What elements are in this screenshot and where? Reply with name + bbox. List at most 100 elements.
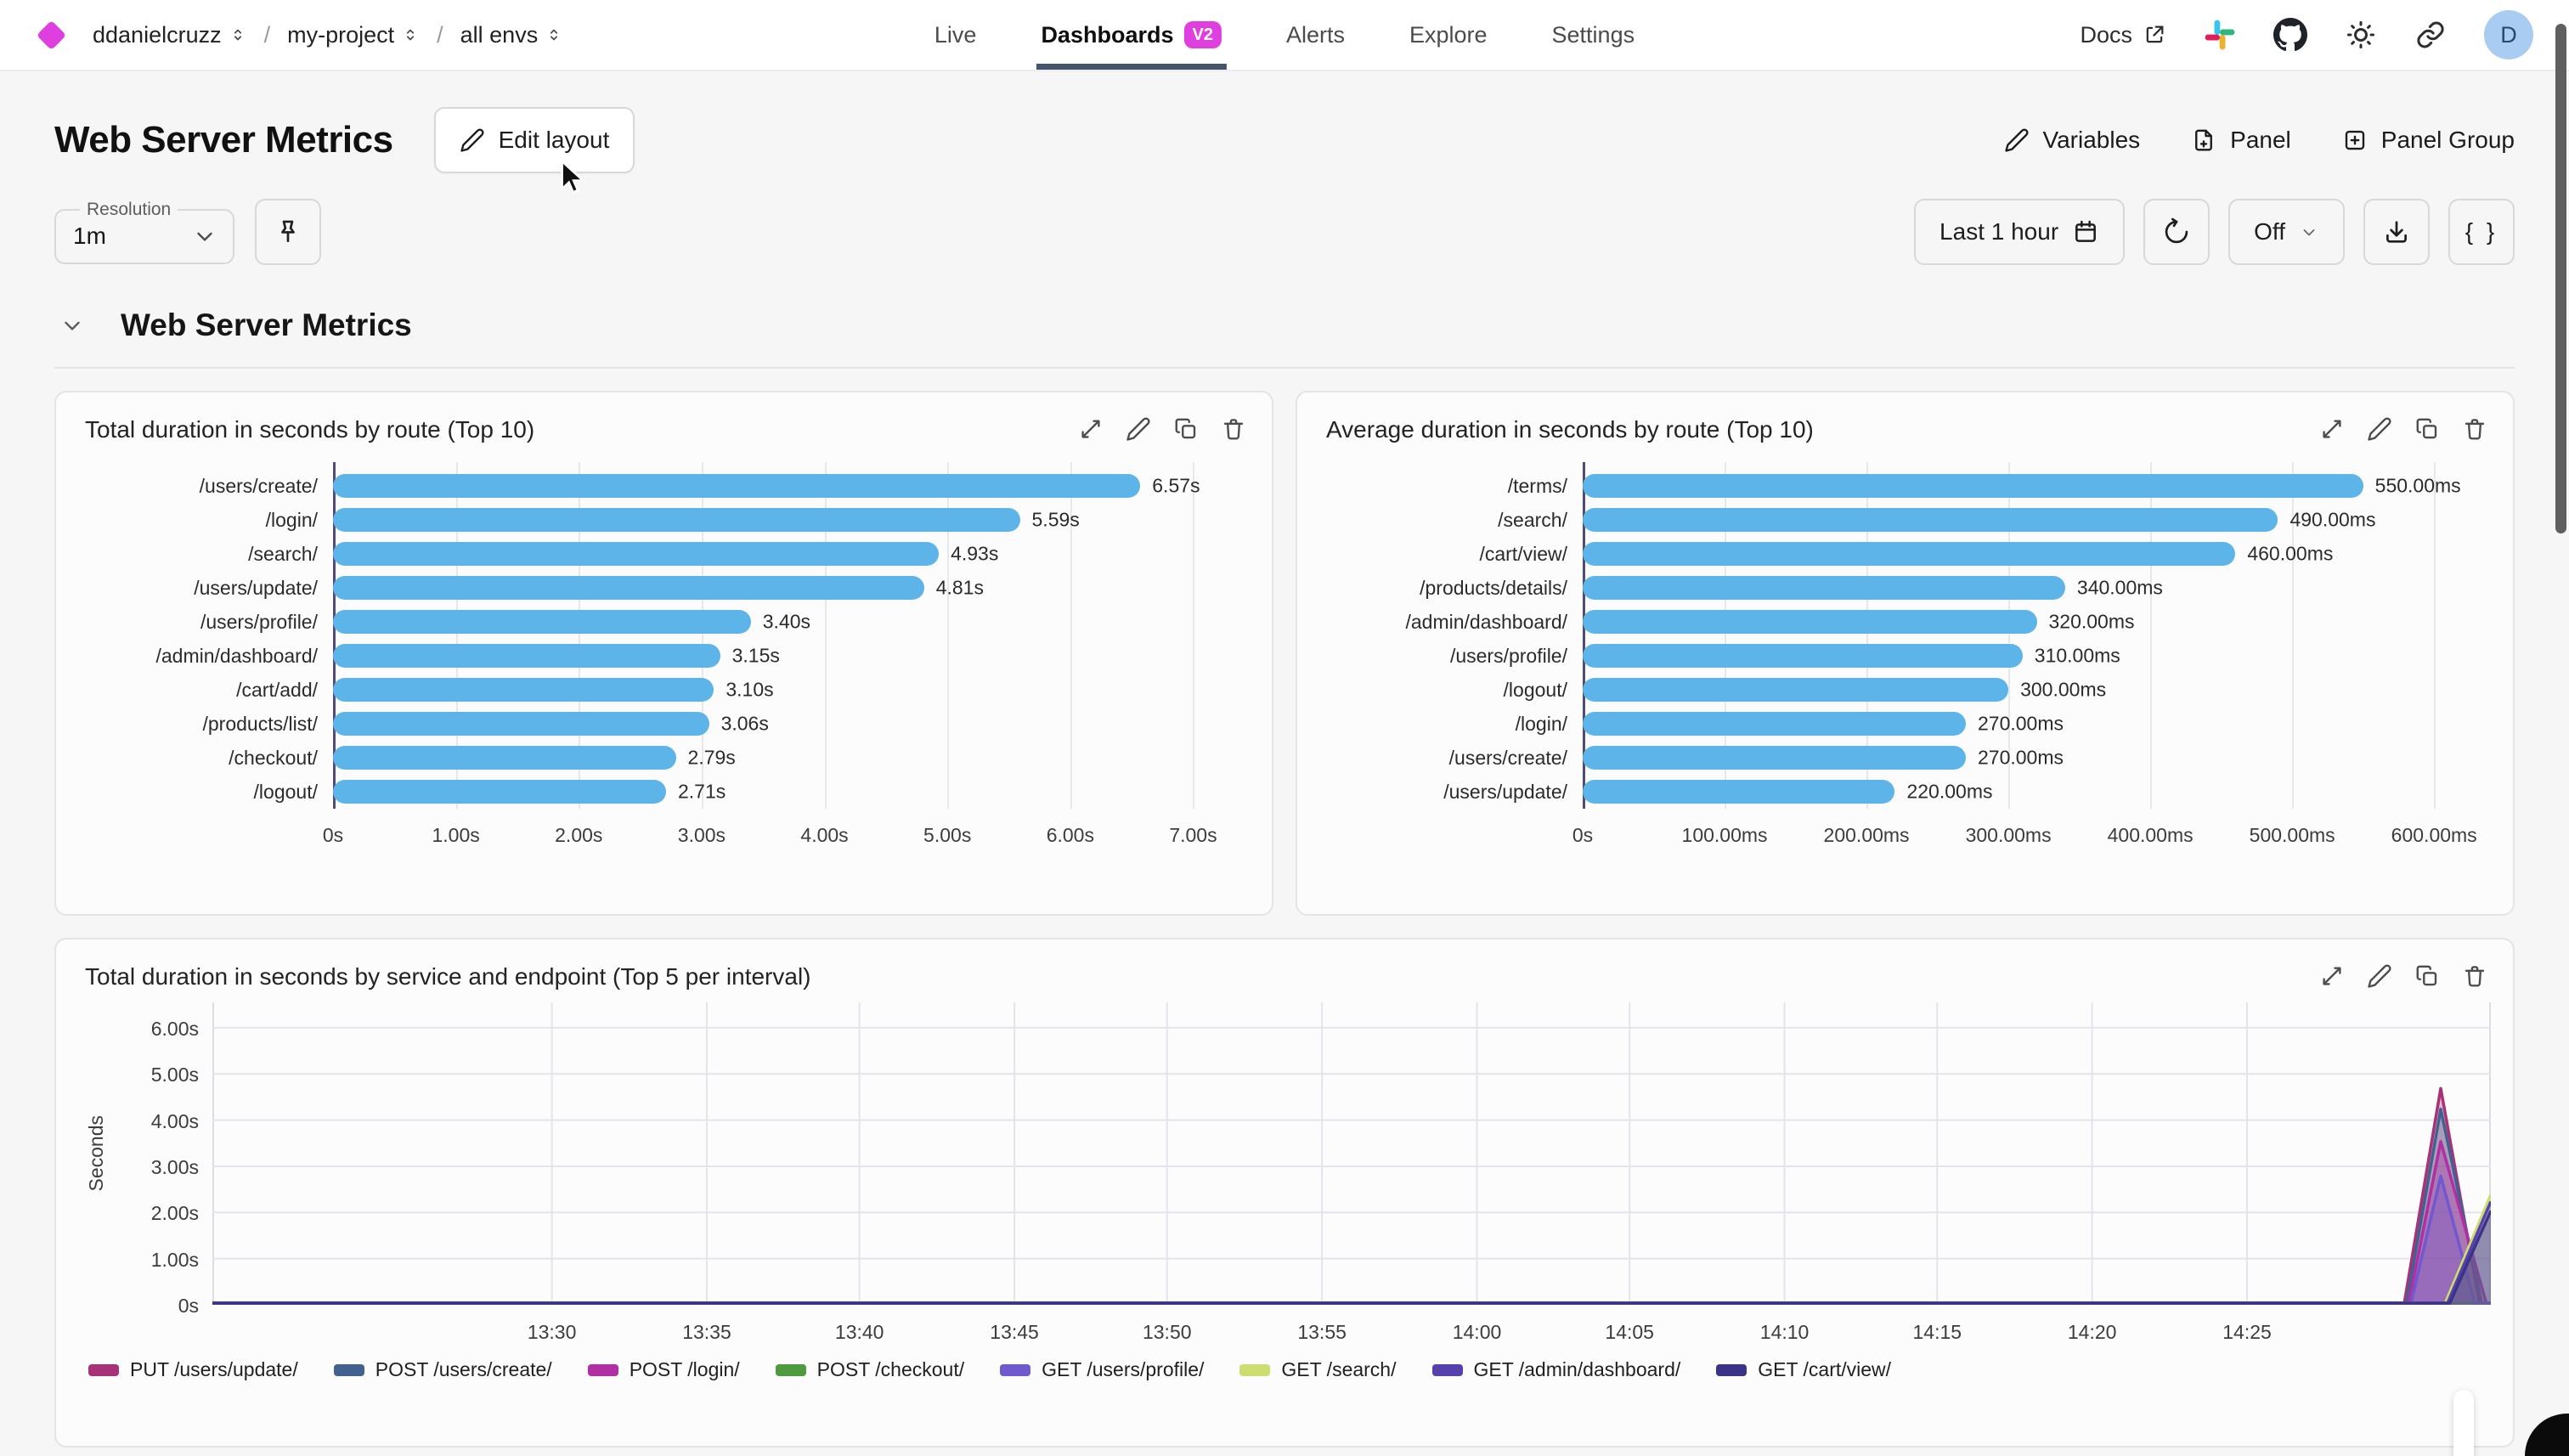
section-title: Web Server Metrics bbox=[121, 308, 412, 342]
breadcrumb-separator: / bbox=[263, 21, 271, 48]
bar-gridlines bbox=[333, 462, 1250, 809]
theme-toggle-icon-button[interactable] bbox=[2345, 19, 2377, 51]
bar-value-label: 3.40s bbox=[762, 610, 811, 633]
x-tick-label: 400.00ms bbox=[2107, 824, 2194, 846]
edit-layout-button[interactable]: Edit layout bbox=[433, 107, 635, 173]
x-tick-label: 14:00 bbox=[1452, 1321, 1502, 1343]
json-view-button[interactable]: { } bbox=[2448, 199, 2515, 265]
delete-icon[interactable] bbox=[2462, 416, 2487, 442]
x-tick-label: 13:40 bbox=[834, 1321, 884, 1343]
bar bbox=[1583, 780, 1895, 804]
github-icon bbox=[2273, 18, 2307, 52]
panel-button[interactable]: Panel bbox=[2191, 127, 2291, 154]
bar-row: 320.00ms bbox=[1583, 605, 2491, 639]
edit-panel-icon[interactable] bbox=[2367, 963, 2392, 989]
panel-header: Total duration in seconds by service and… bbox=[78, 958, 2491, 990]
slack-icon-button[interactable] bbox=[2204, 19, 2236, 51]
file-plus-icon bbox=[2191, 127, 2216, 153]
y-tick-label: 6.00s bbox=[150, 1017, 199, 1040]
tab-dashboards[interactable]: Dashboards V2 bbox=[1036, 0, 1227, 70]
panel-total-duration-by-route: Total duration in seconds by route (Top … bbox=[54, 391, 1273, 916]
bar bbox=[333, 474, 1141, 498]
legend-item-post-login[interactable]: POST /login/ bbox=[587, 1358, 740, 1381]
tab-label: Explore bbox=[1409, 21, 1488, 48]
bar-chart-average-duration: /terms/550.00ms/search/490.00ms/cart/vie… bbox=[1319, 462, 2491, 855]
x-tick-label: 13:55 bbox=[1297, 1321, 1347, 1343]
expand-icon[interactable] bbox=[2319, 416, 2345, 442]
resolution-select[interactable]: Resolution 1m bbox=[54, 200, 234, 264]
duplicate-icon[interactable] bbox=[2414, 416, 2440, 442]
duplicate-icon[interactable] bbox=[2414, 963, 2440, 989]
chevron-down-icon bbox=[192, 223, 217, 249]
delete-icon[interactable] bbox=[2462, 963, 2487, 989]
edit-panel-icon[interactable] bbox=[1126, 416, 1151, 442]
bar-row: 300.00ms bbox=[1583, 673, 2491, 707]
x-tick-label: 300.00ms bbox=[1965, 824, 2052, 846]
refresh-button[interactable] bbox=[2143, 199, 2210, 265]
tab-alerts[interactable]: Alerts bbox=[1281, 0, 1350, 70]
expand-icon[interactable] bbox=[2319, 963, 2345, 989]
download-button[interactable] bbox=[2363, 199, 2430, 265]
bar-category-label: /terms/ bbox=[1507, 474, 1567, 497]
app-logo-diamond[interactable] bbox=[36, 20, 67, 50]
x-axis-ticks: 13:30 13:35 13:40 13:45 13:50 13:55 14:00 14:05… bbox=[212, 1309, 2491, 1350]
auto-refresh-select[interactable]: Off bbox=[2228, 199, 2345, 265]
bar-category-label: /admin/dashboard/ bbox=[155, 644, 318, 667]
panel-header: Average duration in seconds by route (To… bbox=[1319, 411, 2491, 443]
tab-settings[interactable]: Settings bbox=[1547, 0, 1640, 70]
bar-row: 5.59s bbox=[333, 503, 1250, 537]
bar-value-label: 270.00ms bbox=[1977, 746, 2064, 769]
breadcrumb-item-all-envs[interactable]: all envs bbox=[460, 22, 564, 48]
area-chart-duration: Seconds 0s 1.00s 2.00s 3.00s 4.00s 5.00s 6.00s 1… bbox=[78, 1002, 2493, 1350]
edit-panel-icon[interactable] bbox=[2367, 416, 2392, 442]
series-line bbox=[212, 1107, 2491, 1305]
pin-button[interactable] bbox=[255, 199, 321, 265]
github-icon-button[interactable] bbox=[2273, 18, 2307, 52]
edit-layout-label: Edit layout bbox=[498, 127, 610, 153]
legend-item-get-users-profile[interactable]: GET /users/profile/ bbox=[1000, 1358, 1204, 1381]
delete-icon[interactable] bbox=[1221, 416, 1246, 442]
bar-category-label: /users/create/ bbox=[199, 474, 318, 497]
legend-item-put-users-update[interactable]: PUT /users/update/ bbox=[88, 1358, 298, 1381]
collapse-chevron-icon[interactable] bbox=[59, 313, 85, 338]
avatar[interactable]: D bbox=[2484, 10, 2533, 59]
panel-title: Total duration in seconds by route (Top … bbox=[85, 416, 535, 443]
tab-live[interactable]: Live bbox=[929, 0, 982, 70]
legend-swatch bbox=[1716, 1363, 1747, 1376]
share-link-icon-button[interactable] bbox=[2414, 19, 2447, 51]
share-link-icon bbox=[2414, 19, 2447, 51]
pencil-icon bbox=[460, 127, 485, 153]
time-range-button[interactable]: Last 1 hour bbox=[1914, 199, 2126, 265]
variables-button[interactable]: Variables bbox=[2004, 127, 2140, 154]
toolbar-right: Last 1 hour Off { } bbox=[1914, 199, 2515, 265]
duplicate-icon[interactable] bbox=[1173, 416, 1199, 442]
legend-item-get-admin-dashboard[interactable]: GET /admin/dashboard/ bbox=[1431, 1358, 1680, 1381]
bar-row: 4.93s bbox=[333, 537, 1250, 571]
bar bbox=[1583, 746, 1966, 770]
floating-scroll-handle[interactable] bbox=[2453, 1390, 2474, 1456]
legend-item-get-cart-view[interactable]: GET /cart/view/ bbox=[1716, 1358, 1891, 1381]
legend-item-get-search[interactable]: GET /search/ bbox=[1239, 1358, 1397, 1381]
legend-item-post-checkout[interactable]: POST /checkout/ bbox=[775, 1358, 964, 1381]
expand-icon[interactable] bbox=[1078, 416, 1104, 442]
pencil-icon bbox=[2004, 127, 2030, 153]
breadcrumb-item-my-project[interactable]: my-project bbox=[287, 22, 420, 48]
series-line bbox=[212, 1194, 2493, 1305]
docs-label: Docs bbox=[2080, 21, 2132, 48]
scrollbar-thumb[interactable] bbox=[2555, 24, 2566, 533]
legend-swatch bbox=[88, 1363, 119, 1376]
series-line bbox=[212, 1210, 2493, 1305]
title-row: Web Server Metrics Edit layout Variables… bbox=[54, 107, 2515, 173]
panel-actions bbox=[2319, 416, 2487, 442]
legend-item-post-users-create[interactable]: POST /users/create/ bbox=[333, 1358, 552, 1381]
panel-group-button[interactable]: Panel Group bbox=[2342, 127, 2515, 154]
bar-row: 270.00ms bbox=[1583, 707, 2491, 741]
section-divider bbox=[54, 367, 2515, 369]
bar bbox=[1583, 576, 2065, 600]
nav-right: Docs D bbox=[2080, 10, 2533, 59]
docs-link[interactable]: Docs bbox=[2080, 22, 2166, 48]
breadcrumb-item-ddanielcruzz[interactable]: ddanielcruzz bbox=[93, 22, 247, 48]
x-tick-label: 14:10 bbox=[1759, 1321, 1810, 1343]
bar-gridlines bbox=[1583, 462, 2491, 809]
tab-explore[interactable]: Explore bbox=[1404, 0, 1493, 70]
